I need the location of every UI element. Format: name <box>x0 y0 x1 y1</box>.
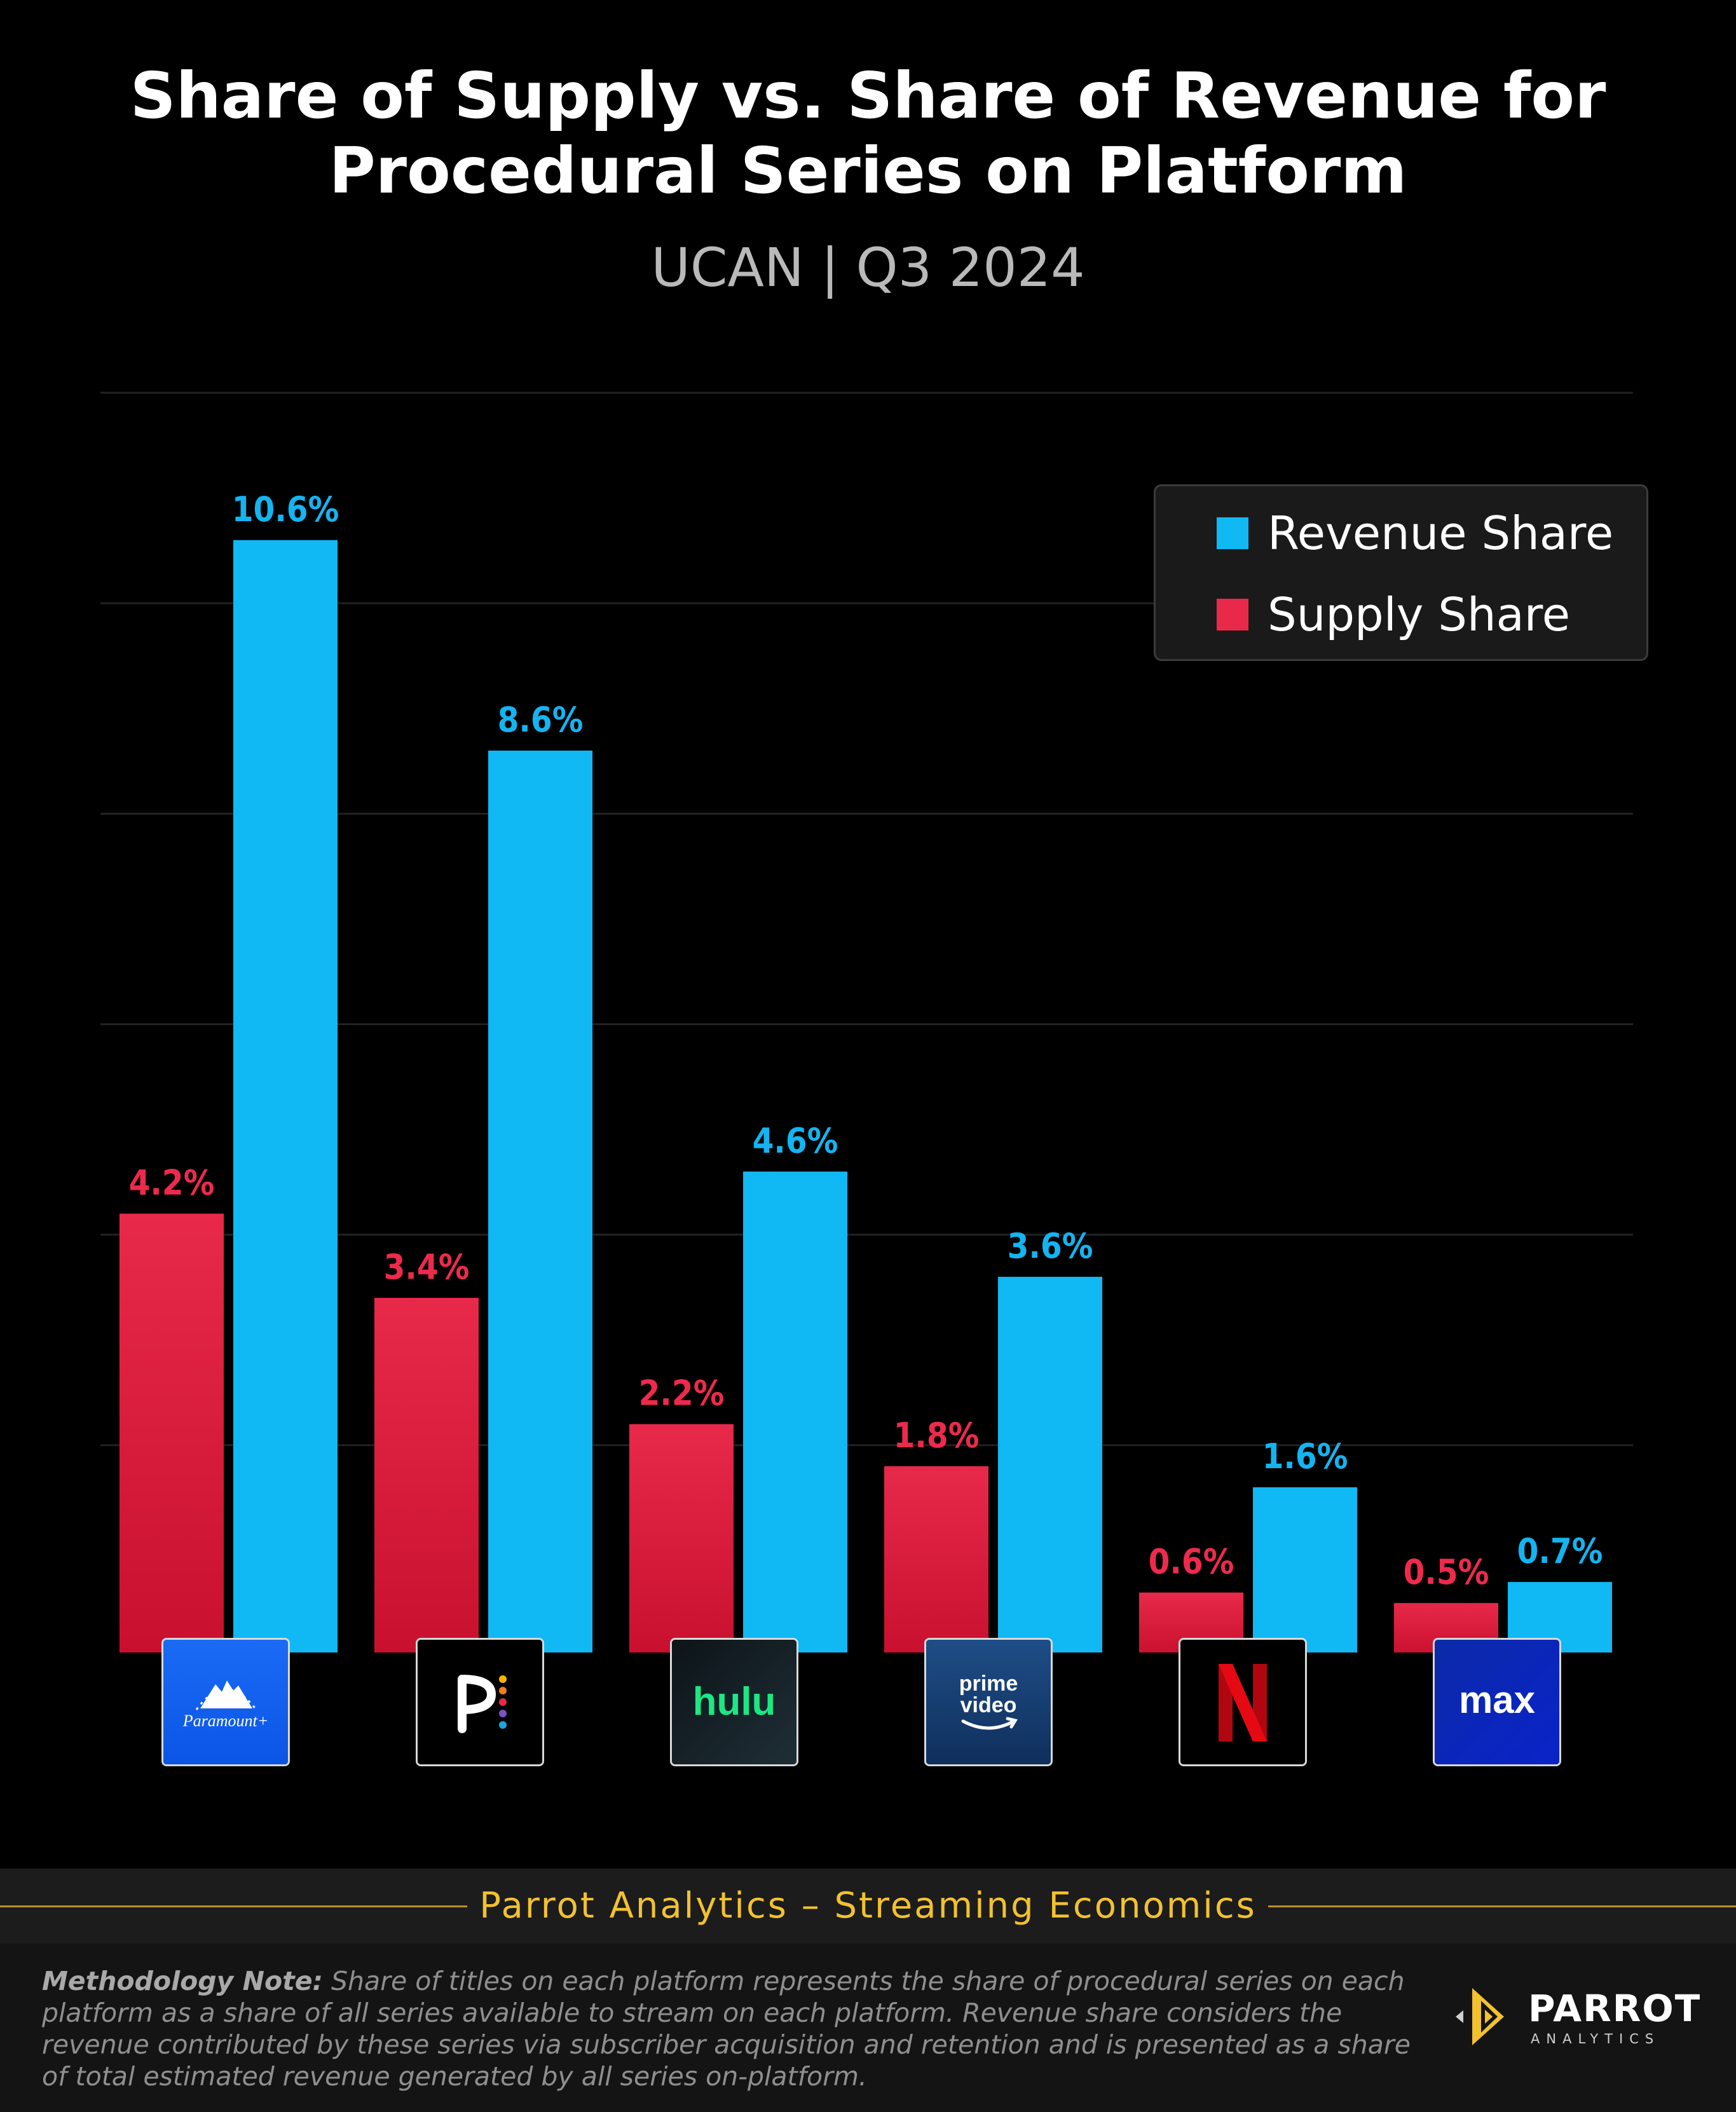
chart-subtitle: UCAN | Q3 2024 <box>651 236 1085 299</box>
legend: Revenue Share Supply Share <box>1154 484 1648 661</box>
legend-swatch-revenue <box>1217 517 1248 549</box>
bar-supply-paramount- <box>120 1213 224 1652</box>
label-supply-max: 0.5% <box>1404 1552 1489 1592</box>
parrot-icon <box>1456 1988 1504 2045</box>
methodology-text: Methodology Note: Share of titles on eac… <box>42 1965 1434 2092</box>
methodology-body: Share of titles on each platform represe… <box>42 1966 1411 2092</box>
chart-title: Share of Supply vs. Share of Revenue for… <box>0 58 1736 208</box>
bar-revenue-netflix <box>1253 1487 1357 1652</box>
legend-label-supply: Supply Share <box>1268 588 1571 641</box>
label-supply-prime-video: 1.8% <box>894 1415 980 1455</box>
chart-title-line-2: Procedural Series on Platform <box>329 133 1407 208</box>
paramount-logo-text: Paramount+ <box>182 1712 269 1730</box>
label-supply-peacock: 3.4% <box>384 1247 470 1287</box>
label-supply-netflix: 0.6% <box>1149 1542 1234 1582</box>
label-supply-hulu: 2.2% <box>639 1373 725 1414</box>
legend-swatch-supply <box>1217 599 1248 630</box>
label-supply-paramount-: 4.2% <box>129 1163 215 1203</box>
label-revenue-prime-video: 3.6% <box>1008 1226 1093 1266</box>
bar-supply-prime-video <box>884 1466 988 1652</box>
max-logo-text: max <box>1459 1679 1535 1721</box>
paramount-plus-logo: Paramount+ <box>161 1638 290 1766</box>
brand-subtitle: ANALYTICS <box>1531 2031 1660 2047</box>
footer-band: Parrot Analytics – Streaming Economics <box>0 1869 1736 1944</box>
prime-logo-line-2: video <box>960 1693 1017 1717</box>
bar-revenue-hulu <box>743 1171 847 1652</box>
brand-name: PARROT <box>1528 1987 1702 2030</box>
prime-logo-line-1: prime <box>959 1672 1018 1696</box>
bar-revenue-peacock <box>488 750 592 1652</box>
parrot-analytics-logo: PARROT ANALYTICS <box>1453 1982 1700 2052</box>
bar-revenue-paramount- <box>233 540 338 1652</box>
netflix-logo <box>1179 1638 1307 1766</box>
bar-chart: 4.2% 10.6% 3.4% 8.6% 2.2% 4.6% 1.8% 3.6% 0.6% 1.6… <box>100 392 1633 1652</box>
bar-supply-peacock <box>374 1298 479 1652</box>
label-revenue-paramount-: 10.6% <box>232 489 339 529</box>
footer-divider-left <box>0 1905 467 1907</box>
footer-title: Parrot Analytics – Streaming Economics <box>479 1885 1257 1926</box>
prime-video-logo: prime video <box>924 1638 1053 1766</box>
footer-divider-right <box>1268 1905 1736 1907</box>
max-logo: max <box>1433 1638 1561 1766</box>
label-revenue-hulu: 4.6% <box>753 1121 838 1161</box>
peacock-logo <box>416 1638 544 1766</box>
label-revenue-peacock: 8.6% <box>498 700 584 740</box>
legend-item-revenue: Revenue Share <box>1217 507 1613 560</box>
bar-supply-hulu <box>629 1424 734 1652</box>
label-revenue-max: 0.7% <box>1517 1531 1603 1571</box>
legend-label-revenue: Revenue Share <box>1268 507 1614 560</box>
methodology-label: Methodology Note: <box>42 1966 323 1996</box>
legend-item-supply: Supply Share <box>1217 588 1570 641</box>
chart-title-line-1: Share of Supply vs. Share of Revenue for <box>130 58 1606 133</box>
hulu-logo-text: hulu <box>693 1680 776 1724</box>
label-revenue-netflix: 1.6% <box>1262 1436 1348 1476</box>
methodology-note: Methodology Note: Share of titles on eac… <box>0 1944 1736 2112</box>
bar-revenue-prime-video <box>998 1276 1102 1652</box>
hulu-logo: hulu <box>670 1638 798 1766</box>
